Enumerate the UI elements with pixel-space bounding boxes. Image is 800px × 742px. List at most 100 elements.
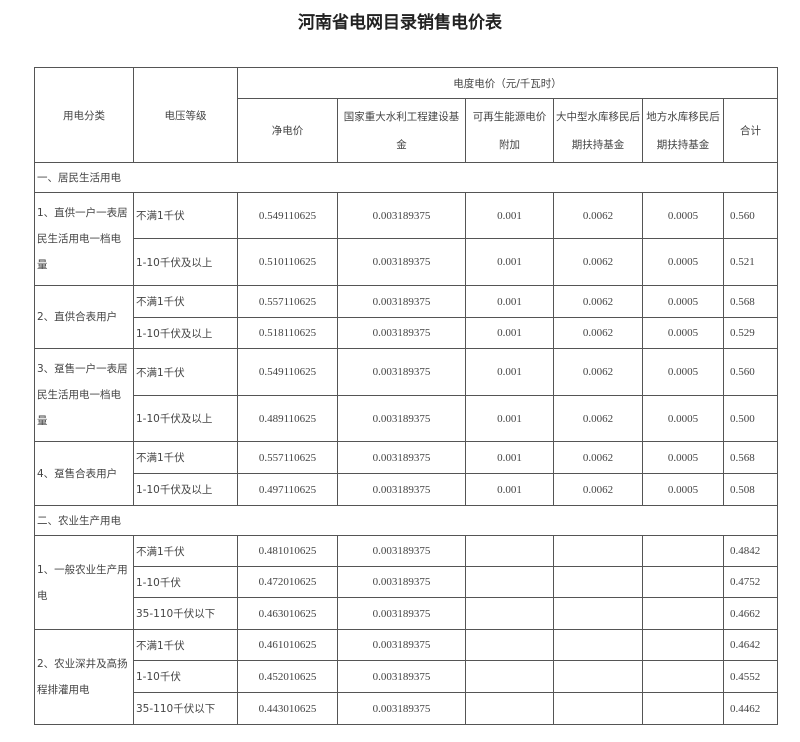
price-cell	[642, 660, 724, 693]
category-cell: 2、农业深井及高扬程排灌用电	[34, 629, 134, 725]
table-row: 1-10千伏及以上 0.518110625 0.003189375 0.001 0.00…	[35, 317, 778, 349]
price-cell: 0.510110625	[237, 238, 338, 286]
price-cell: 0.003189375	[337, 629, 466, 661]
section-header: 一、居民生活用电	[34, 162, 778, 193]
price-cell: 0.003189375	[337, 535, 466, 567]
price-cell: 0.518110625	[237, 317, 338, 349]
price-cell	[465, 535, 554, 567]
table-row: 1-10千伏 0.472010625 0.003189375 0.4752	[35, 566, 778, 598]
total-cell: 0.4842	[723, 535, 778, 567]
price-cell: 0.003189375	[337, 238, 466, 286]
price-cell	[642, 566, 724, 598]
price-cell	[553, 660, 643, 693]
table-row: 1-10千伏及以上 0.489110625 0.003189375 0.001 0.00…	[35, 395, 778, 442]
price-cell: 0.0062	[553, 317, 643, 349]
price-cell	[465, 597, 554, 630]
voltage-cell: 不满1千伏	[133, 441, 238, 474]
table-row: 1-10千伏 0.452010625 0.003189375 0.4552	[35, 660, 778, 693]
price-cell: 0.003189375	[337, 317, 466, 349]
total-cell: 0.4462	[723, 692, 778, 725]
price-cell: 0.481010625	[237, 535, 338, 567]
price-cell: 0.497110625	[237, 473, 338, 506]
price-cell: 0.443010625	[237, 692, 338, 725]
price-cell	[465, 660, 554, 693]
price-cell: 0.0005	[642, 473, 724, 506]
price-cell	[553, 597, 643, 630]
price-cell: 0.003189375	[337, 692, 466, 725]
price-cell: 0.003189375	[337, 597, 466, 630]
price-cell	[642, 597, 724, 630]
voltage-cell: 35-110千伏以下	[133, 692, 238, 725]
price-cell: 0.003189375	[337, 660, 466, 693]
total-cell: 0.521	[723, 238, 778, 286]
price-cell: 0.452010625	[237, 660, 338, 693]
voltage-cell: 不满1千伏	[133, 192, 238, 239]
price-cell: 0.003189375	[337, 285, 466, 318]
price-cell: 0.0005	[642, 238, 724, 286]
price-cell: 0.003189375	[337, 395, 466, 442]
price-cell: 0.003189375	[337, 192, 466, 239]
table-row: 1、一般农业生产用电 不满1千伏 0.481010625 0.003189375 0.4…	[34, 535, 778, 630]
table-row: 3、趸售一户一表居民生活用电一档电量 不满1千伏 0.549110625 0.0031…	[34, 348, 778, 442]
price-cell: 0.001	[465, 238, 554, 286]
price-cell: 0.0062	[553, 192, 643, 239]
table-row: 35-110千伏以下 0.443010625 0.003189375 0.4462	[35, 692, 778, 725]
price-cell	[553, 629, 643, 661]
price-cell: 0.0062	[553, 441, 643, 474]
table-row: 1、直供一户一表居民生活用电一档电量 不满1千伏 0.549110625 0.0031…	[34, 192, 778, 286]
price-cell	[465, 629, 554, 661]
price-cell	[642, 692, 724, 725]
price-cell: 0.0062	[553, 473, 643, 506]
price-cell	[553, 692, 643, 725]
total-cell: 0.500	[723, 395, 778, 442]
price-cell: 0.0005	[642, 317, 724, 349]
price-cell: 0.001	[465, 441, 554, 474]
price-cell	[553, 566, 643, 598]
price-cell: 0.003189375	[337, 566, 466, 598]
voltage-cell: 不满1千伏	[133, 348, 238, 396]
header-net-price: 净电价	[237, 98, 338, 163]
voltage-cell: 35-110千伏以下	[133, 597, 238, 630]
total-cell: 0.508	[723, 473, 778, 506]
price-cell: 0.001	[465, 192, 554, 239]
price-cell: 0.001	[465, 317, 554, 349]
price-cell: 0.0005	[642, 348, 724, 396]
price-cell: 0.0005	[642, 441, 724, 474]
voltage-cell: 不满1千伏	[133, 629, 238, 661]
total-cell: 0.568	[723, 441, 778, 474]
total-cell: 0.560	[723, 348, 778, 396]
total-cell: 0.529	[723, 317, 778, 349]
price-cell	[642, 629, 724, 661]
total-cell: 0.4642	[723, 629, 778, 661]
table-row: 35-110千伏以下 0.463010625 0.003189375 0.4662	[35, 597, 778, 630]
price-cell: 0.0062	[553, 395, 643, 442]
header-voltage: 电压等级	[133, 67, 238, 163]
price-cell: 0.549110625	[237, 348, 338, 396]
header-price-group: 电度电价（元/千瓦时）	[237, 67, 778, 99]
section-header: 二、农业生产用电	[34, 505, 778, 536]
table-row: 1-10千伏及以上 0.510110625 0.003189375 0.001 0.00…	[35, 238, 778, 286]
category-cell: 4、趸售合表用户	[34, 441, 134, 506]
total-cell: 0.4752	[723, 566, 778, 598]
price-cell: 0.557110625	[237, 285, 338, 318]
price-cell: 0.0005	[642, 285, 724, 318]
voltage-cell: 1-10千伏	[133, 660, 238, 693]
total-cell: 0.560	[723, 192, 778, 239]
header-local-reservoir: 地方水库移民后期扶持基金	[642, 98, 724, 163]
price-cell: 0.0062	[553, 348, 643, 396]
price-cell	[553, 535, 643, 567]
voltage-cell: 1-10千伏及以上	[133, 238, 238, 286]
page-title: 河南省电网目录销售电价表	[298, 13, 502, 33]
price-table: 用电分类 电压等级 电度电价（元/千瓦时） 净电价 国家重大水利工程建设基金 可…	[34, 67, 778, 725]
voltage-cell: 1-10千伏及以上	[133, 395, 238, 442]
voltage-cell: 不满1千伏	[133, 285, 238, 318]
voltage-cell: 1-10千伏	[133, 566, 238, 598]
header-category: 用电分类	[34, 67, 134, 163]
price-cell: 0.0005	[642, 395, 724, 442]
price-cell: 0.0062	[553, 285, 643, 318]
price-cell: 0.0062	[553, 238, 643, 286]
price-cell: 0.472010625	[237, 566, 338, 598]
header-large-reservoir: 大中型水库移民后期扶持基金	[553, 98, 643, 163]
table-row: 1-10千伏及以上 0.497110625 0.003189375 0.001 0.00…	[35, 473, 778, 506]
price-cell	[465, 692, 554, 725]
